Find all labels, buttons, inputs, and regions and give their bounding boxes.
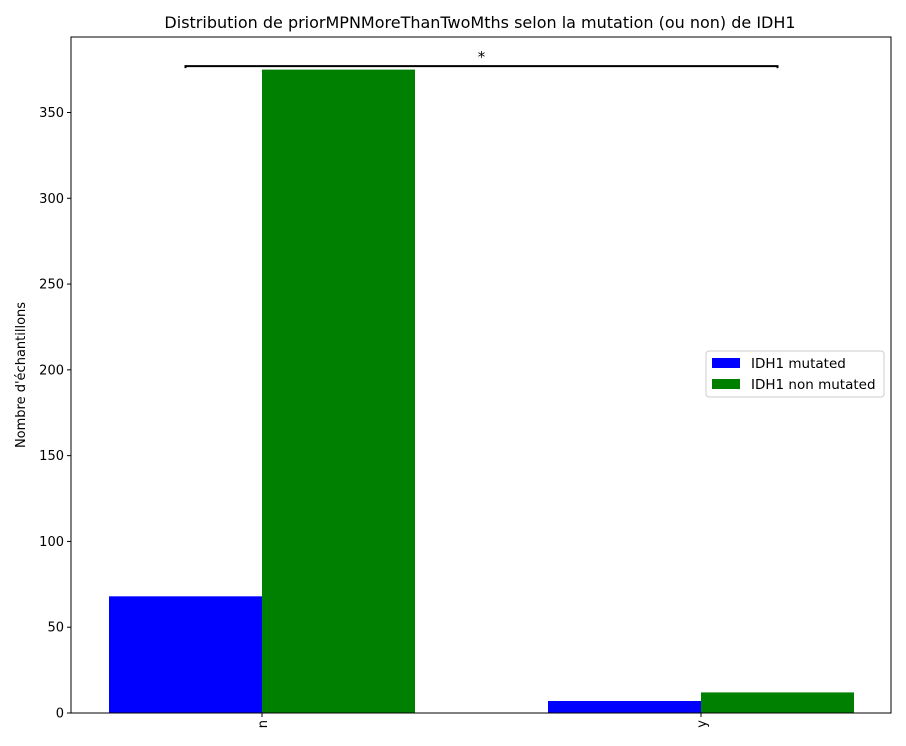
bar-n-idh1-non-mutated [262,69,415,713]
plot-frame [70,36,892,714]
y-tick-label: 0 [56,707,64,722]
y-tick-label: 150 [39,449,64,464]
axes-layer: 0 50 100 150 200 250 300 350 n y [39,36,892,728]
bar-n-idh1-mutated [109,596,262,713]
legend-label: IDH1 non mutated [751,377,876,393]
x-tick-label: n [256,720,271,728]
chart-title: Distribution de priorMPNMoreThanTwoMths … [164,13,795,32]
bar-y-idh1-mutated [548,700,701,713]
bar-y-idh1-non-mutated [701,692,854,713]
y-tick-label: 250 [39,278,64,293]
y-tick-label: 50 [47,621,64,636]
bars-layer [109,69,854,713]
y-tick-label: 200 [39,363,64,378]
significance-marker: * [478,48,486,66]
significance-bracket [184,65,779,69]
y-tick-label: 100 [39,535,64,550]
x-tick-label: y [695,720,710,728]
legend-box [705,350,885,398]
y-tick-label: 300 [39,192,64,207]
legend-label: IDH1 mutated [751,356,846,372]
y-axis-label: Nombre d'échantillons [14,302,29,448]
y-tick-label: 350 [39,106,64,121]
significance-annotation: * [184,48,779,69]
legend-swatch [712,358,740,368]
legend-swatch [712,379,740,389]
legend: IDH1 mutated IDH1 non mutated [705,350,885,398]
